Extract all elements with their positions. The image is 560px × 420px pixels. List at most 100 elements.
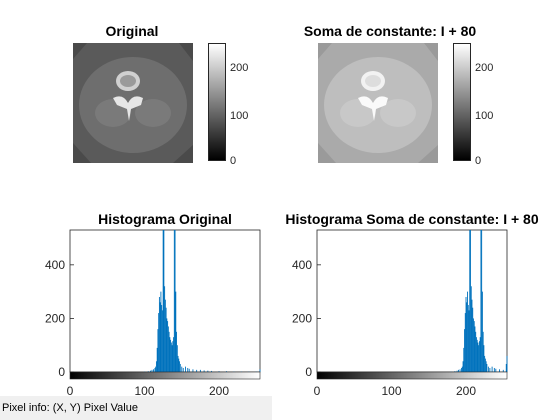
histogram-bar xyxy=(471,299,473,372)
histogram-bar xyxy=(493,367,495,372)
histogram-bar xyxy=(479,337,481,372)
histogram-bar xyxy=(203,370,205,372)
histogram-bar xyxy=(181,366,183,372)
histogram-bar xyxy=(486,363,488,372)
histogram-bar xyxy=(173,230,175,372)
histogram-bar xyxy=(171,345,173,372)
histogram-bar xyxy=(161,305,163,372)
histogram-bar xyxy=(502,369,504,372)
histogram-bar xyxy=(162,230,164,372)
grayscale-strip xyxy=(69,371,261,380)
colorbar-tick: 200 xyxy=(475,62,494,74)
histogram-bar xyxy=(207,370,209,372)
y-tick-label: 400 xyxy=(292,258,312,272)
histogram-bar xyxy=(480,230,482,372)
x-tick-label: 0 xyxy=(67,384,74,396)
histogram-bar xyxy=(466,302,468,372)
histogram-bar xyxy=(481,291,483,372)
y-tick-label: 200 xyxy=(292,311,312,325)
histogram-bar xyxy=(147,371,149,372)
histogram-bar xyxy=(179,363,181,372)
histogram-bar xyxy=(158,296,160,372)
histogram-bar xyxy=(161,310,163,372)
histogram-bar xyxy=(179,361,180,372)
histogram-bar xyxy=(467,291,468,372)
histogram-bar xyxy=(160,291,162,372)
histogram-bar xyxy=(177,355,179,372)
histogram-bar xyxy=(478,341,480,372)
histogram-bar xyxy=(164,299,166,372)
histogram-bar xyxy=(155,366,157,372)
histogram-bar xyxy=(175,291,177,372)
histogram-bar xyxy=(463,347,465,372)
histogram-bar xyxy=(150,370,151,372)
histogram-bar xyxy=(484,355,486,372)
histogram-bar xyxy=(470,230,471,372)
y-tick-label: 0 xyxy=(305,365,312,379)
histogram-bar xyxy=(199,369,201,372)
histogram-bar xyxy=(478,345,480,372)
histogram-bar xyxy=(459,369,461,372)
image-title-brightened: Soma de constante: I + 80 xyxy=(303,23,477,39)
histogram-bar xyxy=(473,321,475,372)
histogram-bar xyxy=(176,345,178,372)
histogram-bar xyxy=(182,367,184,372)
histogram-bar xyxy=(170,342,172,372)
histogram-bar xyxy=(163,230,165,372)
histogram-bar xyxy=(185,366,186,372)
histogram-bar xyxy=(477,342,479,372)
histogram-bar xyxy=(226,371,227,372)
histogram-bar xyxy=(491,366,493,372)
colorbar-brightened xyxy=(453,43,471,161)
histogram-bar xyxy=(169,337,171,372)
histogram-bar xyxy=(456,370,458,372)
histogram-bar xyxy=(474,326,476,372)
histogram-bar xyxy=(487,366,489,372)
histogram-bar xyxy=(472,307,474,372)
x-tick-label: 100 xyxy=(381,384,401,396)
histogram-bar xyxy=(196,369,198,372)
colorbar-tick: 0 xyxy=(475,155,482,167)
histogram-bar xyxy=(468,310,470,372)
histogram-bar xyxy=(464,329,465,372)
grayscale-strip xyxy=(316,371,508,380)
histogram-bar xyxy=(461,367,462,372)
colorbar-tick: 200 xyxy=(230,62,249,74)
histogram-1: Histograma Soma de constante: I + 80 0 200… xyxy=(285,211,538,396)
histogram-bar xyxy=(170,339,172,372)
histogram-bar xyxy=(484,358,486,372)
histogram-bar xyxy=(506,355,508,372)
x-tick-label: 200 xyxy=(209,384,229,396)
histogram-bar xyxy=(211,370,213,372)
histogram-bar xyxy=(178,358,180,372)
histogram-bar xyxy=(187,367,189,372)
histogram-bar xyxy=(168,331,170,372)
pixel-info-label: Pixel info: (X, Y) Pixel Value xyxy=(2,402,138,414)
histogram-bar xyxy=(218,371,220,372)
colorbar-tick: 0 xyxy=(230,155,237,167)
colorbar-tick: 100 xyxy=(475,110,494,122)
x-tick-label: 0 xyxy=(314,384,321,396)
histogram-bar xyxy=(482,331,484,372)
histogram-bar xyxy=(465,296,467,372)
histogram-bar xyxy=(151,369,153,372)
histogram-bar xyxy=(470,286,472,372)
histogram-bar xyxy=(454,371,456,372)
histogram-bar xyxy=(499,369,500,372)
histogram-bar xyxy=(172,341,174,372)
histogram-bar xyxy=(176,331,177,372)
histogram-bar xyxy=(489,367,491,372)
histogram-title: Histograma Original xyxy=(98,211,232,227)
histogram-bar xyxy=(164,286,166,372)
y-tick-label: 200 xyxy=(45,311,65,325)
histogram-bar xyxy=(159,302,161,372)
histogram-bar xyxy=(458,369,460,372)
histogram-bar xyxy=(157,329,159,372)
histogram-bar xyxy=(167,321,169,372)
histogram-bar xyxy=(259,369,261,372)
histogram-bar xyxy=(469,230,471,372)
histogram-0: Histograma Original 0 200 400 0 100 200 xyxy=(45,211,261,396)
colorbar-original xyxy=(208,43,226,161)
histogram-bar xyxy=(154,367,156,372)
